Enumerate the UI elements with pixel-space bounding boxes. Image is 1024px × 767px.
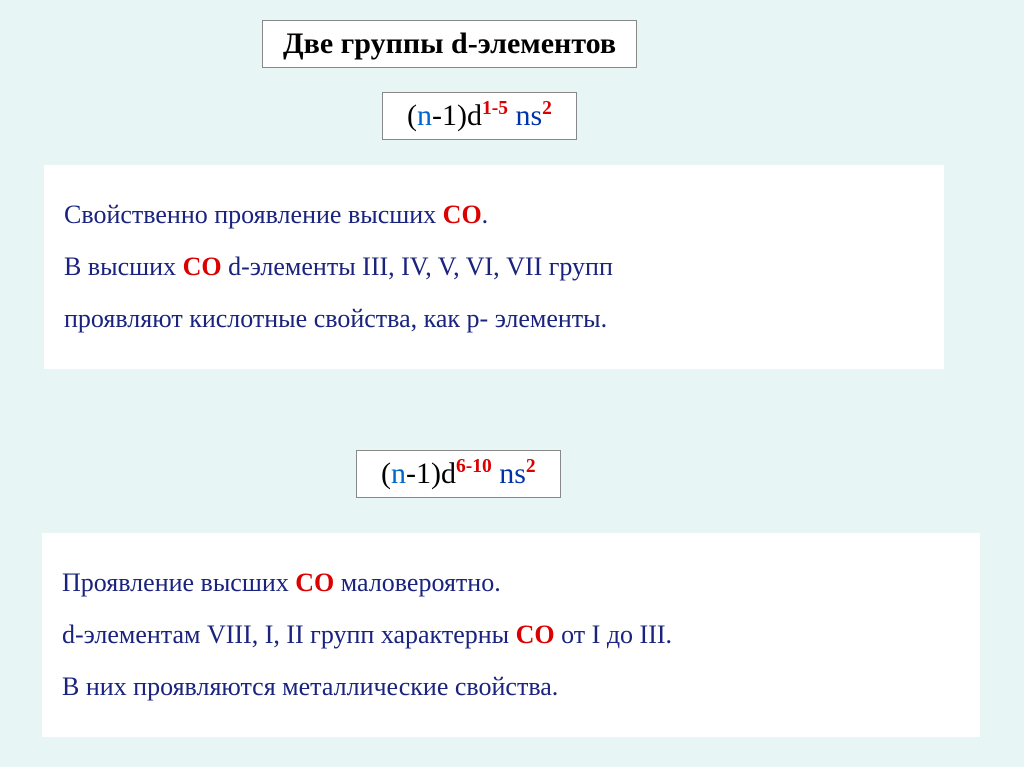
text-block-1: Свойственно проявление высших СО. В высш… bbox=[44, 165, 944, 369]
block2-line1: Проявление высших СО маловероятно. bbox=[62, 557, 960, 609]
block1-line2: В высших СО d-элементы ІІІ, ІV, V, VІ, V… bbox=[64, 241, 924, 293]
block1-line3: проявляют кислотные свойства, как р- эле… bbox=[64, 293, 924, 345]
title-text: Две группы d-элементов bbox=[283, 27, 616, 60]
formula1-sup2: 2 bbox=[542, 98, 552, 119]
b1-l2-a: В высших bbox=[64, 252, 183, 281]
block1-line1: Свойственно проявление высших СО. bbox=[64, 189, 924, 241]
formula2-sup2: 2 bbox=[526, 456, 536, 477]
b1-l1-a: Свойственно проявление высших bbox=[64, 200, 443, 229]
b2-l1-c: маловероятно. bbox=[334, 568, 500, 597]
block2-line2: d-элементам VІІІ, І, ІІ групп характерны… bbox=[62, 609, 960, 661]
text-block-2: Проявление высших СО маловероятно. d-эле… bbox=[42, 533, 980, 737]
block2-line3: В них проявляются металлические свойства… bbox=[62, 661, 960, 713]
b2-l1-b: СО bbox=[295, 568, 334, 597]
formula2-mid: ns bbox=[492, 457, 526, 490]
formula1-prefix: (n-1)d bbox=[407, 99, 482, 132]
b2-l2-b: СО bbox=[516, 620, 555, 649]
b1-l2-c: d-элементы ІІІ, ІV, V, VІ, VІІ групп bbox=[222, 252, 613, 281]
formula1-sup1: 1-5 bbox=[482, 98, 508, 119]
b1-l1-b: СО bbox=[443, 200, 482, 229]
formula-group-2: (n-1)d6-10 ns2 bbox=[356, 450, 561, 498]
formula1-mid: ns bbox=[508, 99, 542, 132]
formula2-sup1: 6-10 bbox=[456, 456, 492, 477]
b2-l1-a: Проявление высших bbox=[62, 568, 295, 597]
b1-l1-c: . bbox=[482, 200, 489, 229]
b1-l2-b: СО bbox=[183, 252, 222, 281]
formula2-prefix: (n-1)d bbox=[381, 457, 456, 490]
b2-l2-a: d-элементам VІІІ, І, ІІ групп характерны bbox=[62, 620, 516, 649]
formula-group-1: (n-1)d1-5 ns2 bbox=[382, 92, 577, 140]
b2-l2-c: от І до ІІІ. bbox=[555, 620, 672, 649]
slide-title: Две группы d-элементов bbox=[262, 20, 637, 68]
